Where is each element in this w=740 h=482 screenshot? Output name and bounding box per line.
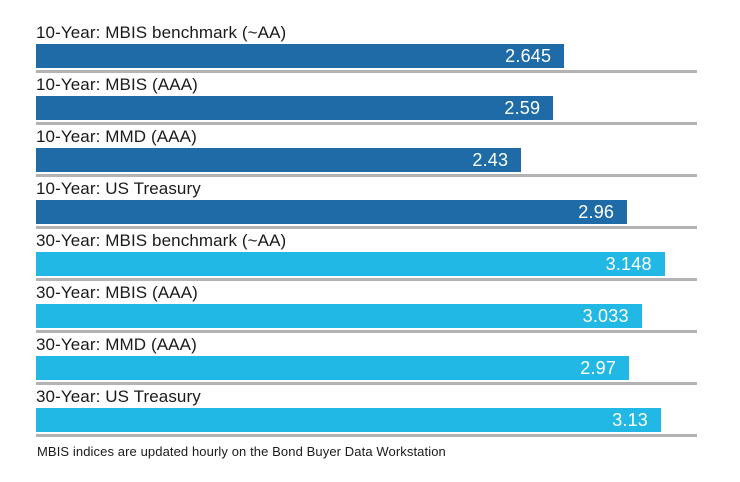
row-baseline bbox=[36, 278, 697, 281]
bar-value-label: 2.645 bbox=[505, 46, 552, 66]
bar: 2.96 bbox=[36, 200, 628, 224]
bar-value-label: 2.43 bbox=[472, 150, 509, 170]
bar-value-label: 2.97 bbox=[580, 358, 617, 378]
bar-category-label: 10-Year: MBIS benchmark (~AA) bbox=[36, 23, 287, 42]
bar-track: 2.645 bbox=[36, 44, 697, 68]
bar-track: 2.43 bbox=[36, 148, 697, 172]
bar-row: 10-Year: MMD (AAA) 2.43 bbox=[36, 127, 697, 177]
bar-category-label: 10-Year: MMD (AAA) bbox=[36, 127, 197, 146]
bar-row: 10-Year: US Treasury 2.96 bbox=[36, 179, 697, 229]
row-baseline bbox=[36, 174, 697, 177]
chart-footnote: MBIS indices are updated hourly on the B… bbox=[37, 444, 446, 459]
bar-category-label: 30-Year: MBIS benchmark (~AA) bbox=[36, 231, 287, 250]
bar-row: 10-Year: MBIS benchmark (~AA) 2.645 bbox=[36, 23, 697, 73]
bar-track: 3.148 bbox=[36, 252, 697, 276]
bar: 3.13 bbox=[36, 408, 662, 432]
bar-track: 2.96 bbox=[36, 200, 697, 224]
bar-track: 2.59 bbox=[36, 96, 697, 120]
bar-row: 30-Year: MBIS (AAA) 3.033 bbox=[36, 283, 697, 333]
bar-value-label: 2.59 bbox=[504, 98, 541, 118]
bar: 3.148 bbox=[36, 252, 665, 276]
bar-track: 2.97 bbox=[36, 356, 697, 380]
bar: 2.59 bbox=[36, 96, 554, 120]
bar-row: 30-Year: MBIS benchmark (~AA) 3.148 bbox=[36, 231, 697, 281]
bar: 3.033 bbox=[36, 304, 642, 328]
bar-value-label: 3.148 bbox=[605, 254, 652, 274]
bar-value-label: 3.033 bbox=[582, 306, 629, 326]
row-baseline bbox=[36, 70, 697, 73]
bar-row: 10-Year: MBIS (AAA) 2.59 bbox=[36, 75, 697, 125]
bar-track: 3.13 bbox=[36, 408, 697, 432]
row-baseline bbox=[36, 434, 697, 437]
bar-category-label: 30-Year: MBIS (AAA) bbox=[36, 283, 198, 302]
bar-row: 30-Year: MMD (AAA) 2.97 bbox=[36, 335, 697, 385]
bar-track: 3.033 bbox=[36, 304, 697, 328]
bar: 2.97 bbox=[36, 356, 630, 380]
bar-row: 30-Year: US Treasury 3.13 bbox=[36, 387, 697, 437]
bar-value-label: 3.13 bbox=[612, 410, 649, 430]
bar-category-label: 10-Year: US Treasury bbox=[36, 179, 201, 198]
row-baseline bbox=[36, 330, 697, 333]
bar-category-label: 30-Year: US Treasury bbox=[36, 387, 201, 406]
bar-category-label: 30-Year: MMD (AAA) bbox=[36, 335, 197, 354]
bar-category-label: 10-Year: MBIS (AAA) bbox=[36, 75, 198, 94]
row-baseline bbox=[36, 226, 697, 229]
row-baseline bbox=[36, 382, 697, 385]
bar: 2.645 bbox=[36, 44, 565, 68]
row-baseline bbox=[36, 122, 697, 125]
bar-value-label: 2.96 bbox=[578, 202, 615, 222]
bar: 2.43 bbox=[36, 148, 522, 172]
chart-area: 10-Year: MBIS benchmark (~AA) 2.645 10-Y… bbox=[36, 23, 697, 439]
